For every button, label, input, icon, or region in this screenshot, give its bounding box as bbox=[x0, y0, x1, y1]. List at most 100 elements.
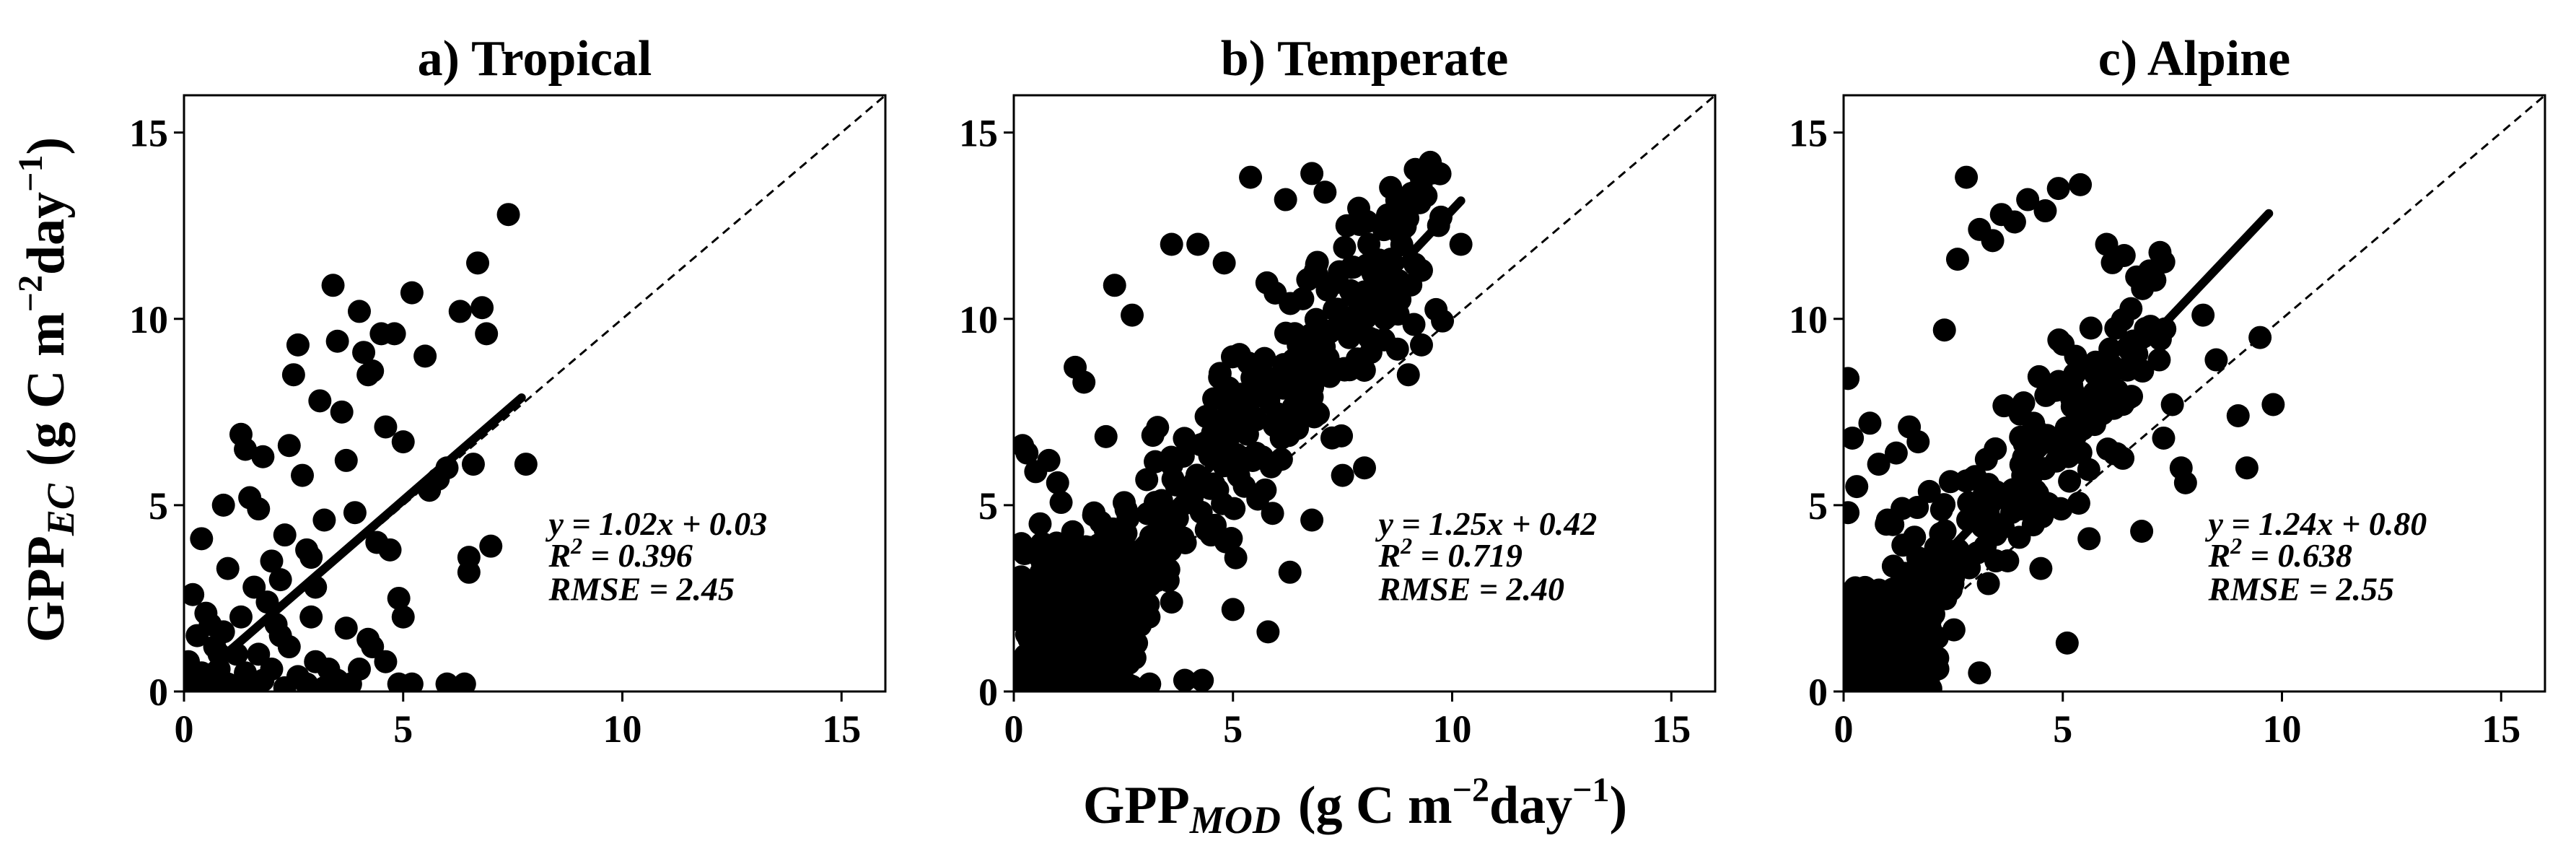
x-tick-label: 15 bbox=[2481, 707, 2520, 751]
r-squared-exponent: 2 bbox=[570, 533, 582, 559]
data-point bbox=[387, 586, 411, 610]
plot-frame bbox=[1012, 94, 1717, 693]
data-point bbox=[260, 549, 284, 573]
data-point bbox=[1981, 229, 2005, 253]
x-tick-label: 10 bbox=[2263, 707, 2302, 751]
data-point bbox=[475, 322, 499, 346]
data-point bbox=[1046, 471, 1069, 494]
data-point bbox=[1199, 523, 1223, 547]
x-tick-label: 0 bbox=[175, 707, 194, 751]
x-tick-label: 15 bbox=[1652, 707, 1691, 751]
data-point bbox=[1396, 363, 1420, 387]
data-point bbox=[1945, 248, 1969, 271]
data-point bbox=[277, 434, 301, 458]
data-point bbox=[1186, 232, 1210, 256]
data-point bbox=[1278, 560, 1302, 584]
data-point bbox=[2009, 425, 2033, 449]
x-tick-label: 0 bbox=[1834, 707, 1854, 751]
data-point bbox=[2027, 365, 2051, 388]
data-point bbox=[1047, 674, 1071, 691]
data-point bbox=[321, 274, 345, 297]
data-point bbox=[1873, 668, 1897, 691]
data-point bbox=[1053, 583, 1077, 607]
data-point bbox=[2029, 557, 2053, 580]
data-point bbox=[470, 296, 494, 320]
data-point bbox=[1082, 630, 1105, 654]
data-point bbox=[299, 546, 323, 570]
data-point bbox=[2131, 359, 2155, 383]
data-point bbox=[374, 650, 398, 673]
data-point bbox=[1014, 434, 1035, 458]
y-tick-label: 5 bbox=[149, 484, 168, 528]
data-point bbox=[1302, 405, 1326, 429]
r-squared-exponent: 2 bbox=[1400, 533, 1412, 559]
data-point bbox=[1160, 232, 1183, 256]
data-point bbox=[2226, 403, 2250, 427]
data-point bbox=[1976, 572, 2000, 595]
data-point bbox=[2191, 303, 2215, 327]
data-point bbox=[198, 613, 222, 637]
data-point bbox=[1014, 679, 1034, 691]
y-tick-label: 0 bbox=[1808, 671, 1828, 714]
data-point bbox=[1051, 567, 1074, 590]
data-point bbox=[299, 605, 323, 629]
x-tick-label: 15 bbox=[822, 707, 861, 751]
data-point bbox=[514, 453, 538, 476]
data-point bbox=[1014, 532, 1033, 556]
data-point bbox=[2104, 316, 2128, 340]
data-point bbox=[1173, 427, 1196, 450]
data-point bbox=[2058, 469, 2082, 493]
y-tick-label: 15 bbox=[1789, 112, 1828, 155]
data-point bbox=[1974, 448, 1998, 471]
data-point bbox=[1224, 546, 1248, 570]
regression-line bbox=[1848, 209, 2274, 657]
data-point bbox=[461, 453, 485, 476]
data-point bbox=[1917, 479, 1941, 503]
data-point bbox=[242, 575, 266, 599]
data-point bbox=[1867, 453, 1891, 476]
data-point bbox=[2055, 631, 2079, 655]
data-point bbox=[2051, 332, 2075, 356]
r-squared-symbol: R bbox=[548, 537, 571, 574]
equation-label: y = 1.25x + 0.42 bbox=[1375, 505, 1597, 542]
y-tick-label: 0 bbox=[978, 671, 998, 714]
data-point bbox=[1372, 328, 1396, 352]
equation-label: y = 1.02x + 0.03 bbox=[545, 505, 767, 542]
data-point bbox=[1069, 567, 1093, 590]
data-point bbox=[1227, 343, 1251, 367]
data-point bbox=[2102, 396, 2126, 420]
data-point bbox=[466, 251, 490, 275]
data-point bbox=[2103, 442, 2126, 466]
x-tick-label: 5 bbox=[2053, 707, 2072, 751]
data-point bbox=[356, 627, 380, 651]
data-point bbox=[1221, 598, 1245, 621]
x-tick-label: 10 bbox=[1433, 707, 1472, 751]
data-point bbox=[400, 672, 424, 691]
r-squared-exponent: 2 bbox=[2230, 533, 2242, 559]
data-point bbox=[1935, 572, 1959, 595]
data-point bbox=[1388, 199, 1411, 223]
data-point bbox=[1402, 313, 1426, 336]
data-point bbox=[273, 523, 297, 547]
data-point bbox=[229, 605, 253, 629]
x-tick-label: 10 bbox=[603, 707, 642, 751]
y-tick-label: 15 bbox=[959, 112, 998, 155]
data-point bbox=[1083, 549, 1107, 572]
data-point bbox=[1300, 162, 1324, 186]
data-point bbox=[1072, 370, 1096, 394]
data-point bbox=[1303, 259, 1327, 283]
data-point bbox=[1191, 668, 1214, 691]
y-tick-label: 15 bbox=[129, 112, 168, 155]
data-point bbox=[479, 534, 503, 558]
data-point bbox=[1173, 668, 1196, 691]
data-point bbox=[1139, 573, 1162, 597]
data-point bbox=[1341, 283, 1364, 307]
y-tick-label: 10 bbox=[129, 298, 168, 341]
data-point bbox=[378, 538, 402, 562]
data-point bbox=[295, 672, 319, 691]
y-tick-label: 5 bbox=[1808, 484, 1828, 528]
data-point bbox=[247, 642, 271, 666]
data-point bbox=[1353, 456, 1376, 480]
data-point bbox=[1409, 258, 1433, 282]
data-point bbox=[268, 624, 292, 647]
